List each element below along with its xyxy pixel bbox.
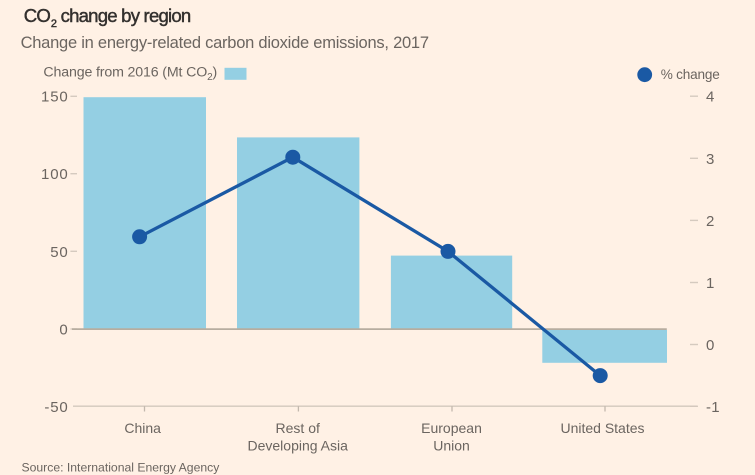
svg-text:-50: -50: [44, 399, 68, 416]
svg-text:2: 2: [706, 213, 715, 230]
svg-text:Source: International Energy A: Source: International Energy Agency: [22, 460, 221, 474]
svg-text:0: 0: [706, 337, 715, 354]
svg-text:Developing Asia: Developing Asia: [247, 438, 348, 454]
svg-text:Union: Union: [433, 438, 470, 454]
svg-text:% change: % change: [661, 67, 720, 82]
svg-text:Change from 2016 (Mt CO2): Change from 2016 (Mt CO2): [43, 65, 217, 84]
svg-text:100: 100: [41, 166, 68, 183]
svg-text:CO2 change by region: CO2 change by region: [24, 5, 191, 30]
svg-text:0: 0: [59, 322, 68, 339]
svg-text:1: 1: [706, 275, 715, 292]
svg-text:4: 4: [706, 89, 715, 106]
svg-text:50: 50: [50, 244, 68, 261]
svg-text:Rest of: Rest of: [276, 420, 320, 436]
svg-text:United States: United States: [560, 420, 644, 436]
svg-text:3: 3: [706, 151, 715, 168]
svg-text:150: 150: [41, 89, 68, 106]
svg-text:-1: -1: [706, 399, 720, 416]
svg-text:European: European: [421, 420, 482, 436]
svg-text:China: China: [124, 420, 161, 436]
svg-text:Change in energy-related carbo: Change in energy-related carbon dioxide …: [21, 34, 429, 52]
